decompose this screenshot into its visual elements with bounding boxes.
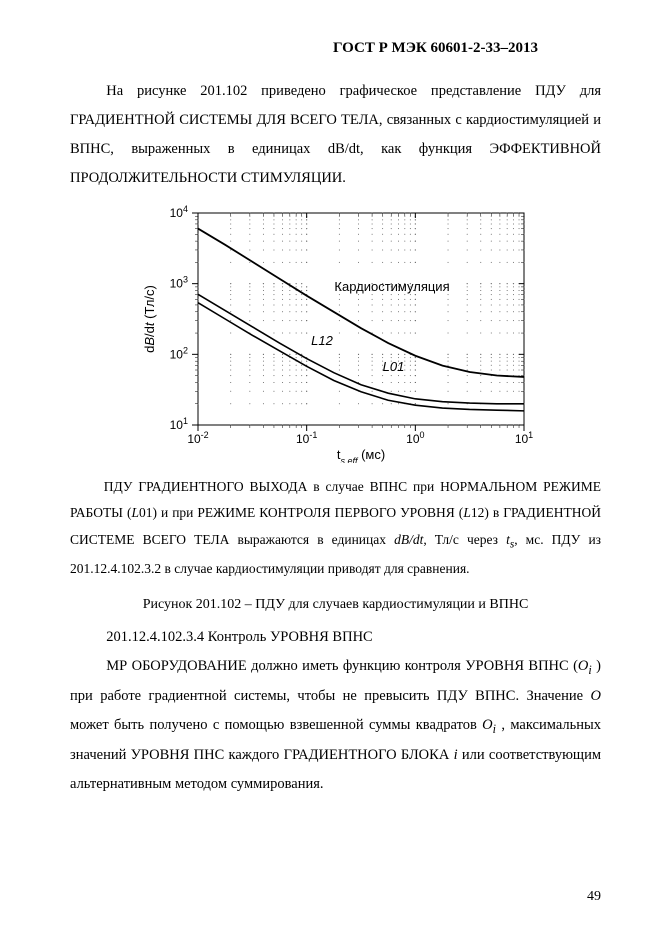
svg-text:102: 102	[169, 345, 187, 361]
paragraph-chart-desc: ПДУ ГРАДИЕНТНОГО ВЫХОДА в случае ВПНС пр…	[70, 474, 601, 583]
svg-text:Кардиостимуляция: Кардиостимуляция	[334, 279, 449, 294]
svg-text:101: 101	[169, 416, 187, 432]
svg-text:10-2: 10-2	[187, 430, 208, 446]
page-number: 49	[587, 889, 601, 905]
svg-text:103: 103	[169, 275, 187, 291]
chart-svg: 10-2 10-1 100 101 101 102 103 104 ts,eff (мс) dB/…	[136, 203, 536, 463]
svg-text:L01: L01	[382, 359, 404, 374]
svg-text:104: 104	[169, 204, 187, 220]
doc-header: ГОСТ Р МЭК 60601-2-33–2013	[70, 40, 601, 57]
chart-container: 10-2 10-1 100 101 101 102 103 104 ts,eff (мс) dB/…	[136, 203, 536, 468]
page: ГОСТ Р МЭК 60601-2-33–2013 На рисунке 20…	[0, 0, 661, 935]
svg-text:dB/dt (Тл/с): dB/dt (Тл/с)	[142, 285, 157, 353]
paragraph-intro: На рисунке 201.102 приведено графическое…	[70, 77, 601, 193]
paragraph-body: МР ОБОРУДОВАНИЕ должно иметь функцию кон…	[70, 652, 601, 799]
svg-text:101: 101	[514, 430, 532, 446]
svg-text:100: 100	[406, 430, 424, 446]
svg-text:ts,eff (мс): ts,eff (мс)	[336, 447, 384, 463]
svg-text:L12: L12	[311, 333, 333, 348]
figure-caption: Рисунок 201.102 – ПДУ для случаев кардио…	[70, 597, 601, 613]
section-heading: 201.12.4.102.3.4 Контроль УРОВНЯ ВПНС	[70, 629, 601, 646]
svg-text:10-1: 10-1	[295, 430, 316, 446]
